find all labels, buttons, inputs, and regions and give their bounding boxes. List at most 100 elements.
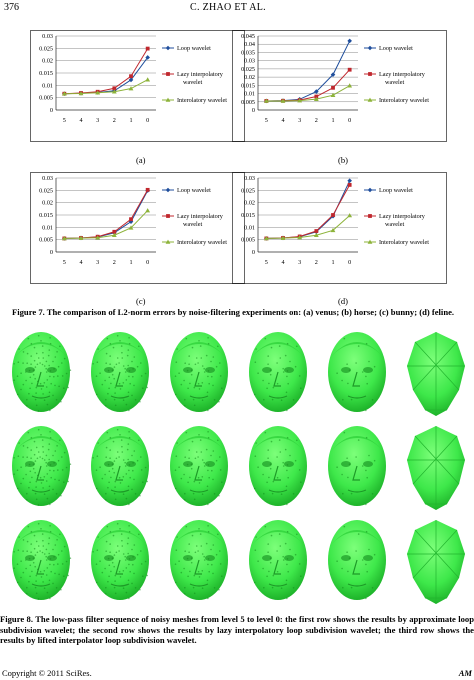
- x-tick-label: 4: [79, 117, 82, 124]
- data-point: [78, 91, 84, 96]
- series-line: [64, 48, 149, 95]
- y-tick-label: 0.01: [244, 91, 255, 98]
- chart-frame: [30, 172, 245, 284]
- mesh-face-thumbnail: [85, 516, 155, 606]
- data-point: [95, 235, 101, 240]
- y-tick-label: 0.005: [39, 237, 53, 244]
- data-point: [111, 89, 117, 94]
- y-tick-label: 0.03: [244, 58, 255, 65]
- x-tick-label: 5: [63, 117, 66, 124]
- series-line: [266, 85, 350, 102]
- subfigure-label-b: (b): [338, 155, 348, 165]
- subfigure-label-c: (c): [136, 296, 146, 306]
- data-point: [331, 85, 335, 90]
- data-point: [165, 239, 171, 244]
- y-tick-label: 0.025: [241, 187, 255, 194]
- legend-label: Interolatory wavelet: [177, 97, 227, 104]
- data-point: [145, 208, 151, 213]
- y-tick-label: 0.025: [39, 45, 53, 52]
- chart-frame: [30, 30, 245, 142]
- y-tick-label: 0.045: [241, 33, 255, 40]
- mesh-face-thumbnail: [164, 422, 234, 512]
- data-point: [330, 227, 336, 233]
- data-point: [145, 46, 150, 51]
- mesh-face-thumbnail: [243, 516, 313, 606]
- x-tick-label: 1: [129, 259, 132, 266]
- series-line: [266, 40, 351, 102]
- series-line: [266, 215, 350, 239]
- data-point: [331, 213, 335, 217]
- chart-c: 0 0.005 0.01 0.015 0.02 0.025 0.03 5 4 3 2 1 0 Loop w…: [30, 172, 245, 284]
- x-tick-label: 0: [348, 259, 351, 266]
- mesh-face-thumbnail: [401, 516, 471, 606]
- x-tick-label: 3: [298, 259, 301, 266]
- y-tick-label: 0.005: [241, 237, 255, 244]
- x-tick-label: 4: [79, 259, 82, 266]
- chart-b: 0 0.005 0.01 0.015 0.02 0.025 0.03 0.035 0.04 0.0…: [232, 30, 447, 142]
- data-point: [61, 236, 67, 241]
- chart-a: 0 0.005 0.01 0.015 0.02 0.025 0.03 5 4 3 2 1 0 Loop w…: [30, 30, 245, 142]
- y-tick-label: 0.015: [241, 212, 255, 219]
- y-tick-label: 0.015: [241, 82, 255, 89]
- data-point: [129, 217, 133, 222]
- y-tick-label: 0.02: [42, 200, 53, 207]
- x-tick-label: 2: [315, 259, 318, 266]
- series-line: [64, 79, 148, 95]
- y-tick-label: 0.02: [42, 58, 53, 65]
- data-point: [330, 72, 336, 77]
- data-point: [145, 187, 150, 192]
- chart-svg: 0 0.005 0.01 0.015 0.02 0.025 0.03 5 4 3 2 1 0 Loop w…: [30, 30, 245, 142]
- series-line: [266, 180, 351, 239]
- data-point: [128, 77, 134, 83]
- data-point: [347, 183, 352, 187]
- data-point: [145, 77, 151, 82]
- chart-d: 0 0.005 0.01 0.015 0.02 0.025 0.03 5 4 3 2 1 0 Loop w…: [232, 172, 447, 284]
- data-point: [314, 229, 319, 233]
- data-point: [112, 86, 117, 91]
- legend-label: Loop wavelet: [379, 187, 413, 194]
- legend-label: Interolatory wavelet: [379, 97, 429, 104]
- mesh-face-thumbnail: [401, 328, 471, 418]
- chart-frame: [232, 172, 447, 284]
- chart-svg: 0 0.005 0.01 0.015 0.02 0.025 0.03 5 4 3 2 1 0 Loop w…: [30, 172, 245, 284]
- mesh-face-thumbnail: [322, 422, 392, 512]
- chart-svg: 0 0.005 0.01 0.015 0.02 0.025 0.03 5 4 3 2 1 0 Loop w…: [232, 172, 447, 284]
- data-point: [263, 98, 269, 103]
- x-tick-label: 5: [265, 259, 268, 266]
- y-tick-label: 0.005: [241, 99, 255, 106]
- legend-label: Loop wavelet: [379, 45, 413, 52]
- data-point: [263, 236, 269, 241]
- y-tick-label: 0.025: [39, 187, 53, 194]
- x-tick-label: 3: [96, 259, 99, 266]
- data-point: [111, 232, 117, 238]
- x-tick-label: 1: [331, 259, 334, 266]
- data-point: [347, 67, 352, 72]
- data-point: [128, 225, 134, 230]
- series-line: [266, 184, 351, 239]
- legend-label: Loop wavelet: [177, 187, 211, 194]
- running-head: C. ZHAO ET AL.: [190, 2, 266, 13]
- y-tick-label: 0.02: [244, 74, 255, 81]
- data-point: [297, 235, 303, 240]
- y-tick-label: 0.01: [42, 224, 53, 231]
- data-point: [367, 187, 373, 193]
- y-tick-label: 0.015: [39, 212, 53, 219]
- data-point: [129, 74, 133, 79]
- x-tick-label: 0: [348, 117, 351, 124]
- series-line: [64, 210, 149, 239]
- data-point: [367, 239, 373, 244]
- mesh-face-thumbnail: [243, 422, 313, 512]
- copyright-notice: Copyright © 2011 SciRes.: [2, 668, 92, 678]
- legend-label: Lazy interpolatory wavelet: [177, 71, 224, 86]
- data-point: [347, 213, 353, 218]
- data-point: [166, 72, 170, 76]
- x-tick-label: 3: [298, 117, 301, 124]
- y-tick-label: 0.03: [244, 175, 255, 182]
- mesh-sequence-grid: [0, 328, 474, 610]
- y-tick-label: 0: [50, 107, 53, 114]
- y-tick-label: 0.03: [42, 33, 53, 40]
- y-tick-label: 0: [50, 249, 53, 256]
- legend-label: Lazy interpolatory wavelet: [177, 213, 224, 228]
- data-point: [280, 235, 286, 240]
- y-tick-label: 0.04: [244, 41, 255, 48]
